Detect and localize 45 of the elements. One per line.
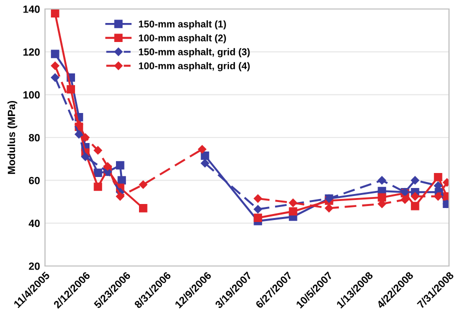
point: [81, 133, 90, 142]
y-tick-label: 20: [28, 262, 40, 270]
point: [288, 207, 298, 216]
y-tick-label: 100: [23, 91, 40, 99]
legend-label: 100-mm asphalt (2): [138, 34, 226, 44]
point: [50, 9, 60, 18]
point: [139, 180, 148, 189]
point: [116, 192, 124, 201]
point: [94, 168, 102, 178]
point: [200, 159, 210, 168]
point: [198, 145, 206, 154]
y-tick-label: 60: [28, 176, 40, 184]
point: [116, 161, 124, 170]
point: [410, 176, 420, 184]
point: [103, 162, 112, 171]
point: [434, 192, 442, 201]
point: [118, 176, 126, 184]
legend-label: 150-mm asphalt, grid (3): [138, 48, 250, 58]
legend-label: 100-mm asphalt, grid (4): [138, 62, 250, 72]
point: [50, 62, 60, 70]
y-tick-label: 140: [23, 6, 40, 13]
point: [254, 205, 262, 214]
point: [200, 152, 210, 160]
point: [66, 85, 76, 94]
point: [410, 202, 420, 210]
y-tick-label: 80: [28, 134, 40, 142]
point: [400, 195, 410, 204]
point: [378, 176, 386, 184]
point: [254, 214, 262, 222]
y-axis-title: Modulus (MPa): [7, 100, 18, 174]
point: [94, 146, 102, 154]
y-tick-label: 120: [23, 48, 40, 56]
point: [50, 73, 60, 82]
legend-label: 150-mm asphalt (1): [138, 20, 226, 30]
point: [50, 50, 60, 58]
y-tick-label: 40: [28, 220, 40, 228]
point: [139, 204, 148, 212]
point: [410, 192, 420, 201]
point: [94, 182, 102, 191]
point: [324, 204, 334, 212]
point: [288, 198, 298, 207]
point: [81, 152, 90, 161]
point: [74, 130, 84, 138]
point: [254, 194, 262, 203]
point: [434, 172, 442, 182]
